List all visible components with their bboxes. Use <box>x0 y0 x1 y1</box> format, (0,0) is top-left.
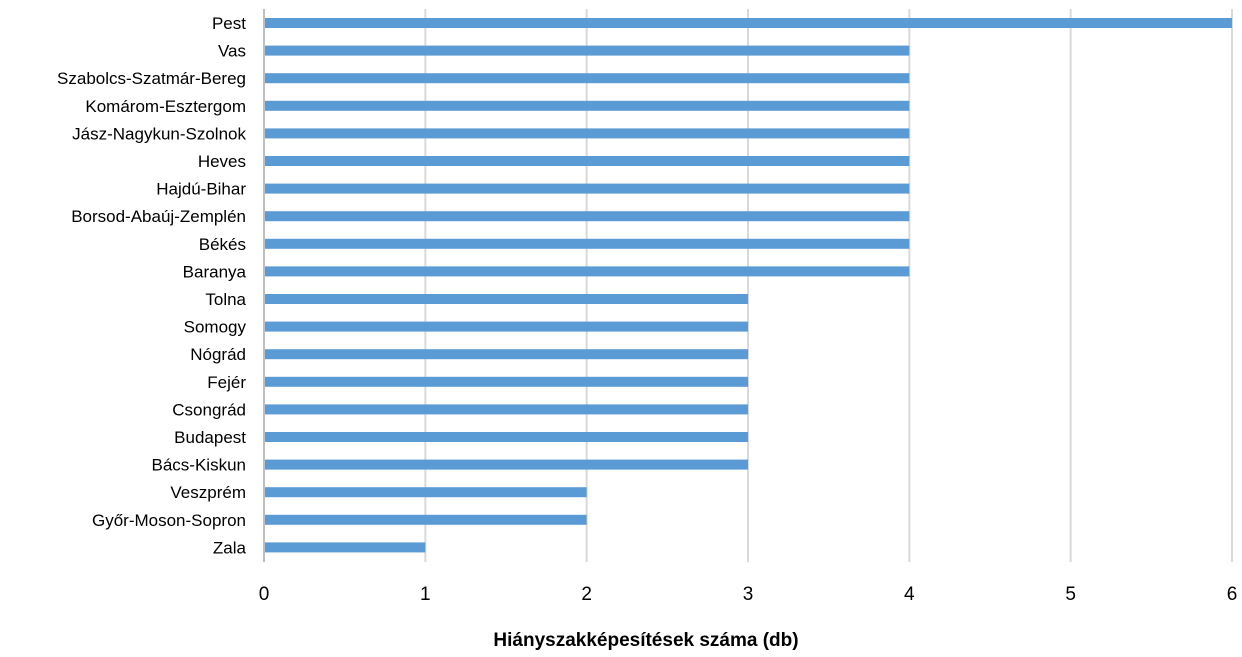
bar <box>265 183 910 194</box>
x-tick-label: 4 <box>904 584 915 605</box>
bar <box>265 459 748 470</box>
category-label: Heves <box>198 152 246 171</box>
category-label: Budapest <box>174 428 246 447</box>
category-label: Szabolcs-Szatmár-Bereg <box>57 69 246 88</box>
category-label: Győr-Moson-Sopron <box>92 511 246 530</box>
category-label: Békés <box>199 235 246 254</box>
bar <box>265 321 748 332</box>
bar <box>265 211 910 222</box>
category-label: Borsod-Abaúj-Zemplén <box>71 207 246 226</box>
bar <box>265 487 587 498</box>
bar-layer <box>265 18 1232 553</box>
bar <box>265 349 748 360</box>
bar <box>265 238 910 249</box>
bar <box>265 376 748 387</box>
bar <box>265 404 748 415</box>
x-tick-label: 1 <box>420 584 431 605</box>
bar <box>265 514 587 525</box>
category-label: Vas <box>218 42 246 61</box>
bar <box>265 294 748 304</box>
bar <box>265 156 910 166</box>
tick-label-layer: 0 1 2 3 4 5 6 <box>259 584 1238 605</box>
bar <box>265 542 426 553</box>
x-tick-label: 5 <box>1065 584 1076 605</box>
category-label: Jász-Nagykun-Szolnok <box>72 124 246 143</box>
category-label: Bács-Kiskun <box>152 456 246 475</box>
bar <box>265 100 910 111</box>
category-label: Tolna <box>205 290 246 309</box>
category-label-layer: Pest Vas Szabolcs-Szatmár-Bereg Komárom-Esz… <box>57 14 247 557</box>
category-label: Hajdú-Bihar <box>156 180 246 199</box>
category-label: Zala <box>213 538 247 557</box>
x-tick-label: 0 <box>259 584 270 605</box>
bar <box>265 73 910 84</box>
category-label: Baranya <box>183 262 247 281</box>
category-label: Somogy <box>184 318 247 337</box>
category-label: Pest <box>212 14 246 33</box>
bar <box>265 18 1232 28</box>
x-tick-label: 6 <box>1227 584 1238 605</box>
category-label: Komárom-Esztergom <box>85 97 246 116</box>
category-label: Veszprém <box>170 483 246 502</box>
bar <box>265 266 910 277</box>
bar <box>265 45 910 56</box>
bar <box>265 432 748 442</box>
x-tick-label: 2 <box>581 584 592 605</box>
category-label: Nógrád <box>190 345 246 364</box>
grid-layer <box>263 9 1233 562</box>
bar <box>265 128 910 139</box>
category-label: Fejér <box>207 373 246 392</box>
category-label: Csongrád <box>172 400 246 419</box>
x-axis-title: Hiányszakképesítések száma (db) <box>493 630 798 651</box>
x-tick-label: 3 <box>743 584 754 605</box>
